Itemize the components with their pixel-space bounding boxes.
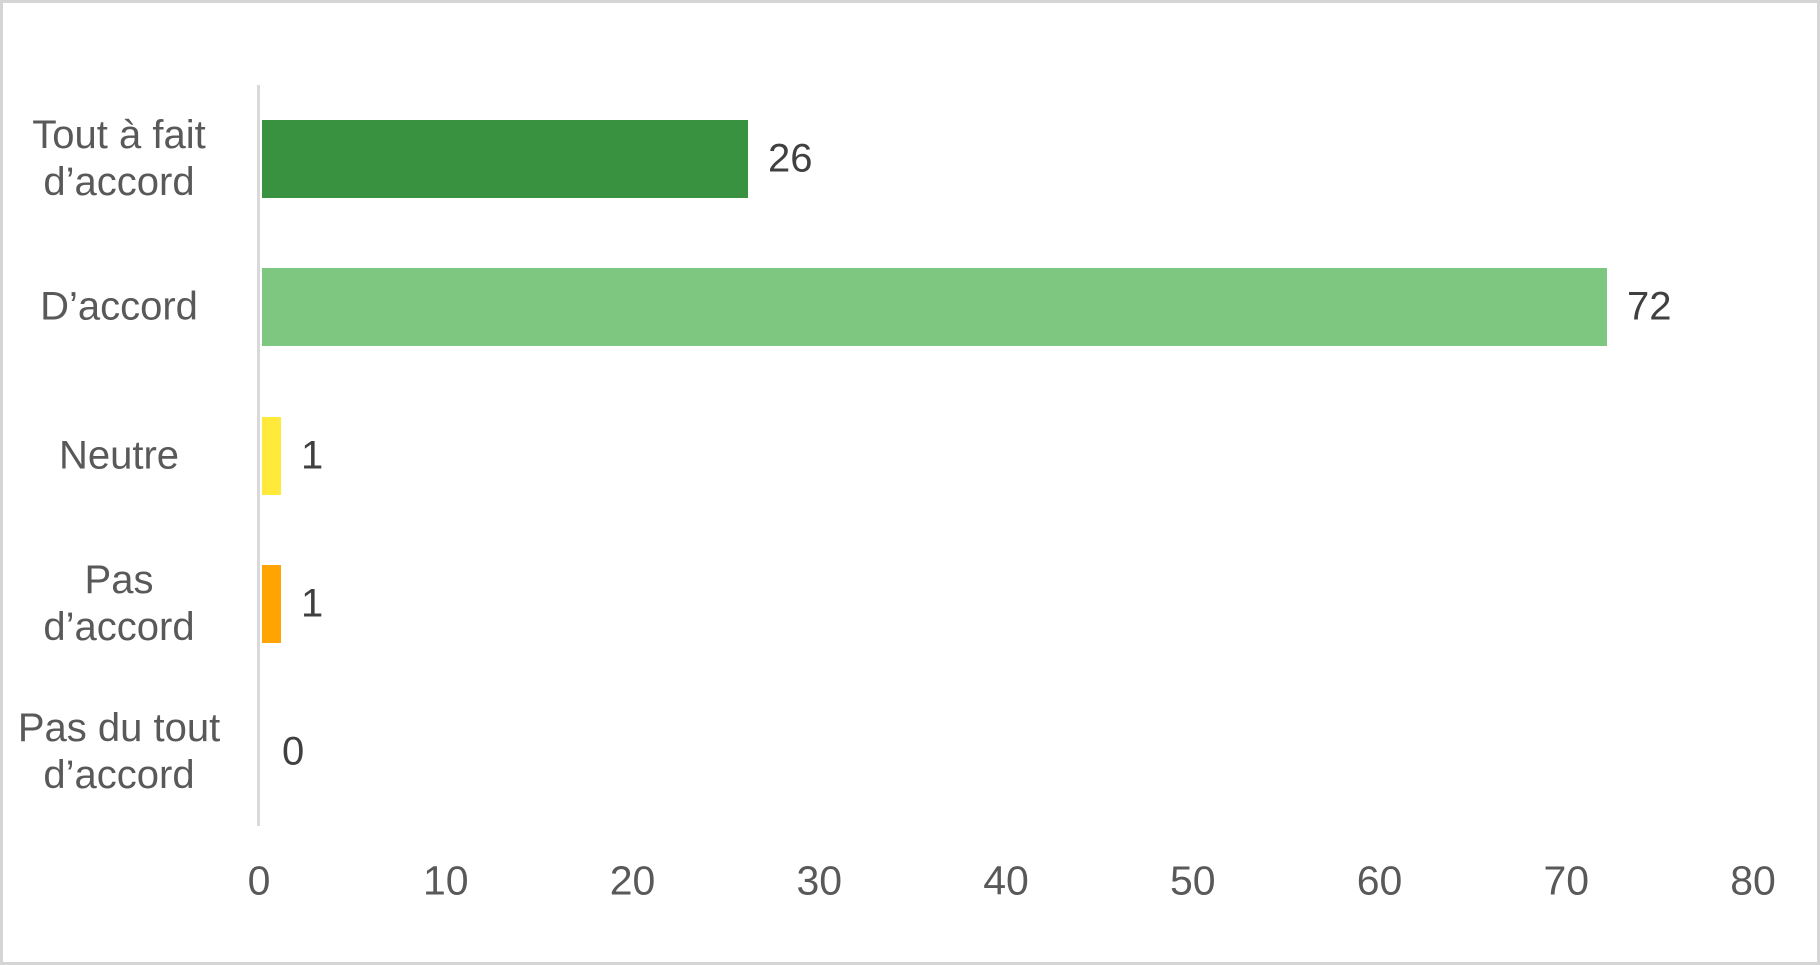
data-label-3: 1 [301, 581, 324, 626]
x-tick-20: 20 [609, 857, 656, 904]
category-label-1: D’accord [3, 284, 235, 331]
x-tick-60: 60 [1356, 857, 1403, 904]
bar-1 [262, 268, 1607, 347]
data-label-0: 26 [768, 136, 813, 181]
category-label-3: Pas d’accord [3, 557, 235, 651]
data-label-1: 72 [1627, 284, 1672, 329]
category-label-line: Pas [84, 557, 154, 602]
data-label-4: 0 [282, 729, 305, 774]
category-label-4: Pas du tout d’accord [3, 705, 235, 799]
x-tick-40: 40 [983, 857, 1029, 904]
bar-2 [262, 416, 281, 495]
x-tick-10: 10 [422, 857, 469, 904]
category-label-line: d’accord [43, 752, 195, 797]
y-axis-line [257, 85, 260, 826]
data-label-2: 1 [301, 433, 324, 477]
category-label-0: Tout à fait d’accord [3, 112, 235, 206]
category-label-2: Neutre [3, 432, 235, 479]
category-label-line: d’accord [43, 160, 195, 205]
bar-3 [262, 564, 281, 643]
x-tick-0: 0 [247, 857, 271, 904]
category-label-line: Tout à fait [32, 113, 206, 158]
x-tick-80: 80 [1730, 857, 1776, 904]
x-tick-70: 70 [1543, 857, 1590, 904]
x-tick-30: 30 [796, 857, 843, 904]
category-label-line: Neutre [58, 433, 180, 477]
bar-0 [262, 120, 748, 199]
category-label-line: Pas du tout [17, 705, 221, 750]
category-label-line: D’accord [40, 284, 198, 329]
category-label-line: d’accord [43, 604, 195, 649]
x-tick-50: 50 [1169, 857, 1216, 904]
